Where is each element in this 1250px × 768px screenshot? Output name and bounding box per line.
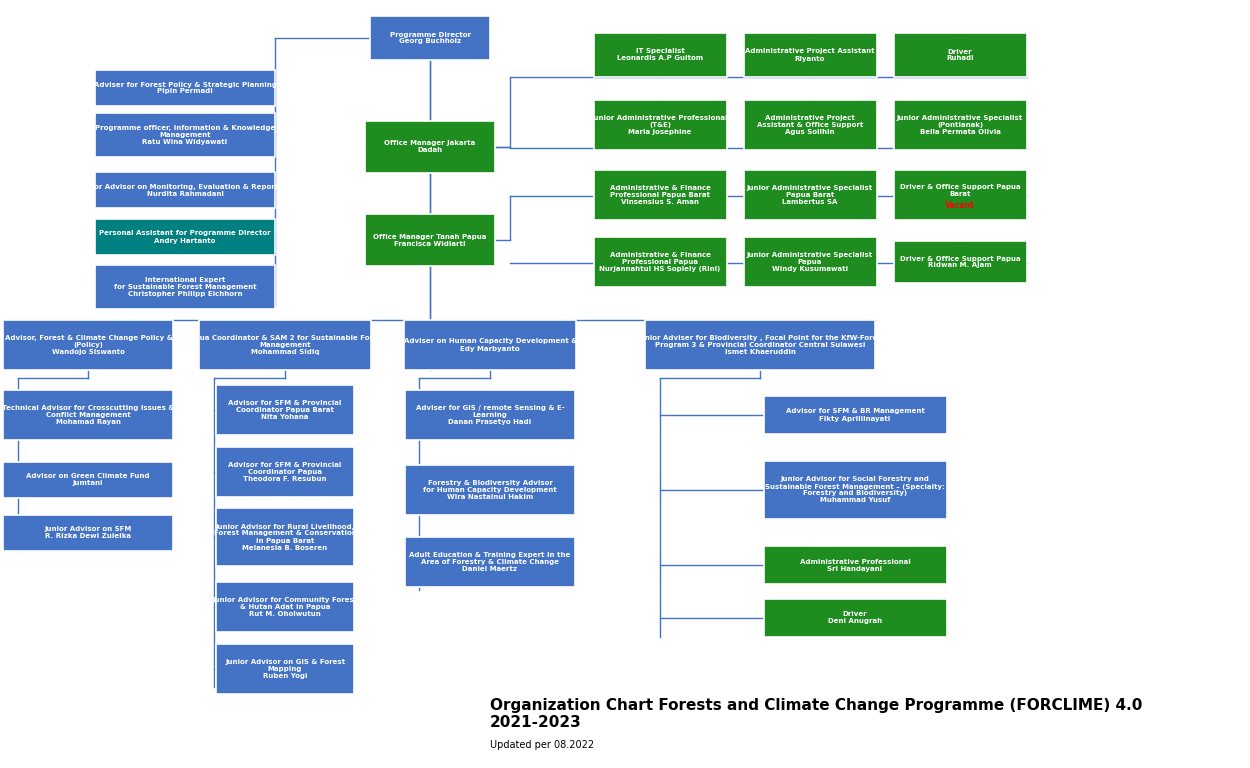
Text: Driver
Deni Anugrah: Driver Deni Anugrah [828,611,882,624]
Text: Junior Administrative Professional
(T&E)
Maria Josephine: Junior Administrative Professional (T&E)… [591,115,729,135]
FancyBboxPatch shape [645,320,875,370]
Text: Office Manager Tanah Papua
Francisca Widiarti: Office Manager Tanah Papua Francisca Wid… [374,233,486,247]
Text: Senior Advisor, Forest & Climate Change Policy & SAM 1
(Policy)
Wandojo Siswanto: Senior Advisor, Forest & Climate Change … [0,335,200,355]
Text: Administrative & Finance
Professional Papua
Nurjannahtul HS Soplely (Rini): Administrative & Finance Professional Pa… [600,252,720,272]
FancyBboxPatch shape [594,237,726,287]
FancyBboxPatch shape [2,320,172,370]
Text: Advisor for SFM & Provincial
Coordinator Papua Barat
Nita Yohana: Advisor for SFM & Provincial Coordinator… [229,400,341,420]
FancyBboxPatch shape [764,396,946,434]
Text: Junior Advisor on Monitoring, Evaluation & Reporting
Nurdita Rahmadani: Junior Advisor on Monitoring, Evaluation… [79,184,291,197]
Text: Senior Adviser on Human Capacity Development & SAM 3
Edy Marbyanto: Senior Adviser on Human Capacity Develop… [376,339,604,352]
Text: Technical Advisor for Crosscutting Issues &
Conflict Management
Mohamad Rayan: Technical Advisor for Crosscutting Issue… [1,405,174,425]
Text: Adviser for Forest Policy & Strategic Planning
Pipin Permadi: Adviser for Forest Policy & Strategic Pl… [94,81,276,94]
Text: Administrative Project Assistant
Riyanto: Administrative Project Assistant Riyanto [745,48,875,61]
Text: Office Manager Jakarta
Dadah: Office Manager Jakarta Dadah [385,141,475,154]
Text: International Expert
for Sustainable Forest Management
Christopher Philipp Eichh: International Expert for Sustainable For… [114,277,256,297]
FancyBboxPatch shape [2,462,172,498]
Text: Administrative Project
Assistant & Office Support
Agus Solihin: Administrative Project Assistant & Offic… [756,115,864,135]
Text: Junior Administrative Specialist
Papua Barat
Lambertus SA: Junior Administrative Specialist Papua B… [748,185,872,205]
Text: Forestry & Biodiversity Advisor
for Human Capacity Development
Wira Nastainul Ha: Forestry & Biodiversity Advisor for Huma… [422,480,558,500]
FancyBboxPatch shape [744,170,876,220]
FancyBboxPatch shape [405,537,575,587]
FancyBboxPatch shape [594,33,726,77]
Text: Driver & Office Support Papua
Barat: Driver & Office Support Papua Barat [900,184,1020,197]
FancyBboxPatch shape [594,170,726,220]
FancyBboxPatch shape [594,100,726,150]
Text: Advisor for SFM & BR Management
Fikty Aprillinayati: Advisor for SFM & BR Management Fikty Ap… [785,409,925,422]
Text: Junior Advisor for Rural Livelihood,
Forest Management & Conservation
in Papua B: Junior Advisor for Rural Livelihood, For… [214,524,356,551]
FancyBboxPatch shape [894,33,1026,77]
FancyBboxPatch shape [744,237,876,287]
Text: Junior Advisor for Community Forest
& Hutan Adat in Papua
Rut M. Oholwutun: Junior Advisor for Community Forest & Hu… [213,597,358,617]
Text: Junior Administrative Specialist
(Pontianak)
Bella Permata Olivia: Junior Administrative Specialist (Pontia… [898,115,1022,135]
Text: IT Specialist
Leonardis A.P Gultom: IT Specialist Leonardis A.P Gultom [618,48,703,61]
Text: Administrative Professional
Sri Handayani: Administrative Professional Sri Handayan… [800,558,910,571]
Text: Advisor on Green Climate Fund
Jumtani: Advisor on Green Climate Fund Jumtani [26,474,150,486]
FancyBboxPatch shape [365,121,495,173]
FancyBboxPatch shape [2,515,172,551]
FancyBboxPatch shape [744,100,876,150]
FancyBboxPatch shape [744,33,876,77]
Text: Vacant: Vacant [945,200,975,210]
Text: Papua Coordinator & SAM 2 for Sustainable Forest
Management
Mohammad Sidiq: Papua Coordinator & SAM 2 for Sustainabl… [185,335,385,355]
FancyBboxPatch shape [764,461,946,519]
Text: Junior Administrative Specialist
Papua
Windy Kusumawati: Junior Administrative Specialist Papua W… [748,252,872,272]
FancyBboxPatch shape [95,70,275,106]
Text: Junior Advisor for Social Forestry and
Sustainable Forest Management – (Specialt: Junior Advisor for Social Forestry and S… [765,476,945,504]
FancyBboxPatch shape [365,214,495,266]
FancyBboxPatch shape [894,241,1026,283]
FancyBboxPatch shape [404,320,576,370]
FancyBboxPatch shape [95,219,275,255]
Text: Programme officer, Information & Knowledge
Management
Ratu Wina Widyawati: Programme officer, Information & Knowled… [95,125,275,145]
FancyBboxPatch shape [764,546,946,584]
Text: Programme Director
Georg Buchholz: Programme Director Georg Buchholz [390,31,470,45]
Text: Junior Advisor on GIS & Forest
Mapping
Ruben Yogi: Junior Advisor on GIS & Forest Mapping R… [225,659,345,679]
Text: Driver & Office Support Papua
Ridwan M. Ajam: Driver & Office Support Papua Ridwan M. … [900,256,1020,269]
FancyBboxPatch shape [216,508,354,566]
FancyBboxPatch shape [95,265,275,309]
FancyBboxPatch shape [764,599,946,637]
Text: Driver
Ruhadi: Driver Ruhadi [946,48,974,61]
Text: Advisor for SFM & Provincial
Coordinator Papua
Theodora F. Resubun: Advisor for SFM & Provincial Coordinator… [229,462,341,482]
Text: Junior Advisor on SFM
R. Rizka Dewi Zuleika: Junior Advisor on SFM R. Rizka Dewi Zule… [45,527,131,539]
FancyBboxPatch shape [216,447,354,497]
Text: Personal Assistant for Programme Director
Andry Hartanto: Personal Assistant for Programme Directo… [99,230,271,243]
FancyBboxPatch shape [216,385,354,435]
FancyBboxPatch shape [216,644,354,694]
Text: Administrative & Finance
Professional Papua Barat
Vinsensius S. Aman: Administrative & Finance Professional Pa… [610,185,710,205]
FancyBboxPatch shape [894,170,1026,220]
FancyBboxPatch shape [894,100,1026,150]
FancyBboxPatch shape [216,582,354,632]
FancyBboxPatch shape [405,465,575,515]
FancyBboxPatch shape [95,172,275,208]
Text: Senior Adviser for Biodiversity , Focal Point for the KfW-Forest
Program 3 & Pro: Senior Adviser for Biodiversity , Focal … [635,335,885,355]
FancyBboxPatch shape [199,320,371,370]
Text: Adviser for GIS / remote Sensing & E-
Learning
Danan Prasetyo Hadi: Adviser for GIS / remote Sensing & E- Le… [416,405,564,425]
FancyBboxPatch shape [2,390,172,440]
Text: Updated per 08.2022: Updated per 08.2022 [490,740,594,750]
FancyBboxPatch shape [370,16,490,60]
FancyBboxPatch shape [405,390,575,440]
FancyBboxPatch shape [95,113,275,157]
Text: Adult Education & Training Expert in the
Area of Forestry & Climate Change
Danie: Adult Education & Training Expert in the… [410,552,570,572]
Text: Organization Chart Forests and Climate Change Programme (FORCLIME) 4.0
2021-2023: Organization Chart Forests and Climate C… [490,698,1142,730]
